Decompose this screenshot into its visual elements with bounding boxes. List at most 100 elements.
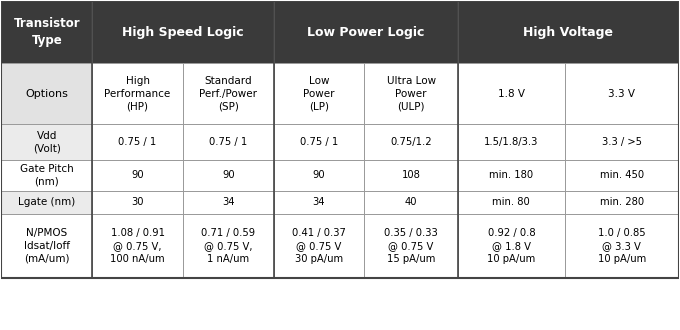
- Bar: [92, 214, 183, 278]
- Text: 1.8 V: 1.8 V: [498, 89, 525, 99]
- Bar: [458, 63, 565, 124]
- Bar: [273, 1, 458, 63]
- Bar: [364, 63, 458, 124]
- Bar: [273, 124, 364, 160]
- Bar: [364, 214, 458, 278]
- Text: 0.41 / 0.37
@ 0.75 V
30 pA/um: 0.41 / 0.37 @ 0.75 V 30 pA/um: [292, 228, 346, 264]
- Bar: [92, 1, 273, 63]
- Text: 3.3 / >5: 3.3 / >5: [602, 137, 642, 147]
- Bar: [1, 190, 92, 214]
- Text: Gate Pitch
(nm): Gate Pitch (nm): [20, 164, 73, 186]
- Bar: [183, 124, 273, 160]
- Bar: [458, 124, 565, 160]
- Bar: [565, 160, 679, 190]
- Text: 0.35 / 0.33
@ 0.75 V
15 pA/um: 0.35 / 0.33 @ 0.75 V 15 pA/um: [384, 228, 438, 264]
- Text: 0.75 / 1: 0.75 / 1: [300, 137, 338, 147]
- Bar: [183, 63, 273, 124]
- Bar: [183, 160, 273, 190]
- Bar: [364, 190, 458, 214]
- Bar: [565, 124, 679, 160]
- Bar: [92, 190, 183, 214]
- Bar: [1, 1, 92, 63]
- Text: 34: 34: [222, 197, 235, 207]
- Bar: [273, 214, 364, 278]
- Bar: [1, 214, 92, 278]
- Text: min. 80: min. 80: [492, 197, 530, 207]
- Bar: [364, 160, 458, 190]
- Bar: [183, 124, 273, 160]
- Bar: [92, 124, 183, 160]
- Text: min. 180: min. 180: [490, 170, 533, 180]
- Bar: [458, 63, 565, 124]
- Bar: [1, 124, 92, 160]
- Text: 40: 40: [405, 197, 418, 207]
- Text: 30: 30: [131, 197, 143, 207]
- Bar: [364, 63, 458, 124]
- Bar: [273, 160, 364, 190]
- Bar: [565, 214, 679, 278]
- Bar: [92, 124, 183, 160]
- Bar: [458, 160, 565, 190]
- Bar: [458, 160, 565, 190]
- Text: High Speed Logic: High Speed Logic: [122, 26, 243, 39]
- Bar: [565, 160, 679, 190]
- Bar: [273, 1, 458, 63]
- Bar: [364, 160, 458, 190]
- Bar: [458, 214, 565, 278]
- Text: Low
Power
(LP): Low Power (LP): [303, 76, 335, 112]
- Bar: [458, 190, 565, 214]
- Bar: [458, 214, 565, 278]
- Bar: [273, 160, 364, 190]
- Bar: [364, 124, 458, 160]
- Bar: [273, 63, 364, 124]
- Bar: [458, 1, 679, 63]
- Bar: [1, 190, 92, 214]
- Bar: [1, 1, 92, 63]
- Bar: [565, 190, 679, 214]
- Bar: [183, 63, 273, 124]
- Text: 34: 34: [313, 197, 325, 207]
- Text: 1.0 / 0.85
@ 3.3 V
10 pA/um: 1.0 / 0.85 @ 3.3 V 10 pA/um: [598, 228, 646, 264]
- Bar: [565, 63, 679, 124]
- Text: 108: 108: [402, 170, 420, 180]
- Bar: [92, 1, 273, 63]
- Text: 90: 90: [131, 170, 144, 180]
- Bar: [458, 190, 565, 214]
- Bar: [92, 190, 183, 214]
- Text: 0.92 / 0.8
@ 1.8 V
10 pA/um: 0.92 / 0.8 @ 1.8 V 10 pA/um: [487, 228, 535, 264]
- Text: High Voltage: High Voltage: [523, 26, 613, 39]
- Text: Lgate (nm): Lgate (nm): [18, 197, 75, 207]
- Bar: [273, 190, 364, 214]
- Bar: [364, 190, 458, 214]
- Bar: [1, 160, 92, 190]
- Text: Ultra Low
Power
(ULP): Ultra Low Power (ULP): [386, 76, 436, 112]
- Bar: [92, 160, 183, 190]
- Text: 0.71 / 0.59
@ 0.75 V,
1 nA/um: 0.71 / 0.59 @ 0.75 V, 1 nA/um: [201, 228, 255, 264]
- Text: Low Power Logic: Low Power Logic: [307, 26, 424, 39]
- Bar: [1, 63, 92, 124]
- Bar: [273, 63, 364, 124]
- Bar: [92, 63, 183, 124]
- Text: 1.5/1.8/3.3: 1.5/1.8/3.3: [484, 137, 539, 147]
- Bar: [565, 63, 679, 124]
- Text: min. 280: min. 280: [600, 197, 644, 207]
- Bar: [183, 160, 273, 190]
- Bar: [1, 214, 92, 278]
- Bar: [92, 63, 183, 124]
- Text: High
Performance
(HP): High Performance (HP): [105, 76, 171, 112]
- Bar: [458, 1, 679, 63]
- Text: Standard
Perf./Power
(SP): Standard Perf./Power (SP): [199, 76, 257, 112]
- Text: 1.08 / 0.91
@ 0.75 V,
100 nA/um: 1.08 / 0.91 @ 0.75 V, 100 nA/um: [110, 228, 165, 264]
- Text: Options: Options: [25, 89, 68, 99]
- Bar: [273, 214, 364, 278]
- Bar: [92, 214, 183, 278]
- Bar: [1, 124, 92, 160]
- Bar: [1, 160, 92, 190]
- Bar: [565, 190, 679, 214]
- Bar: [565, 214, 679, 278]
- Bar: [183, 214, 273, 278]
- Bar: [183, 190, 273, 214]
- Bar: [92, 160, 183, 190]
- Bar: [458, 124, 565, 160]
- Text: 90: 90: [313, 170, 325, 180]
